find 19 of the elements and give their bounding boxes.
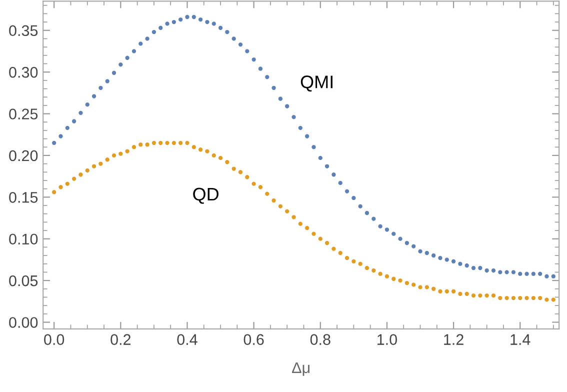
y-tick-label: 0.05 [9, 275, 38, 286]
x-tick-label: 0.0 [44, 334, 64, 345]
y-tick-label: 0.15 [9, 192, 38, 203]
x-tick-label: 0.4 [177, 334, 198, 345]
y-tick-label: 0.00 [9, 317, 38, 328]
x-tick-label: 1.0 [378, 334, 397, 345]
y-tick-label: 0.30 [9, 66, 38, 78]
x-tick-label: 0.6 [244, 334, 264, 345]
y-tick-label: 0.35 [9, 25, 38, 36]
y-tick-label: 0.20 [9, 150, 38, 162]
x-tick-label: 1.4 [510, 334, 530, 345]
y-tick-label: 0.10 [9, 234, 38, 245]
series-label: QMI [300, 76, 332, 92]
x-tick-label: 0.8 [310, 334, 330, 345]
x-tick-label: 0.2 [110, 334, 131, 345]
x-axis-title: Δμ [292, 362, 310, 376]
x-tick-label: 1.2 [444, 334, 464, 345]
y-tick-label: 0.25 [9, 108, 38, 120]
series-label: QD [193, 188, 218, 204]
